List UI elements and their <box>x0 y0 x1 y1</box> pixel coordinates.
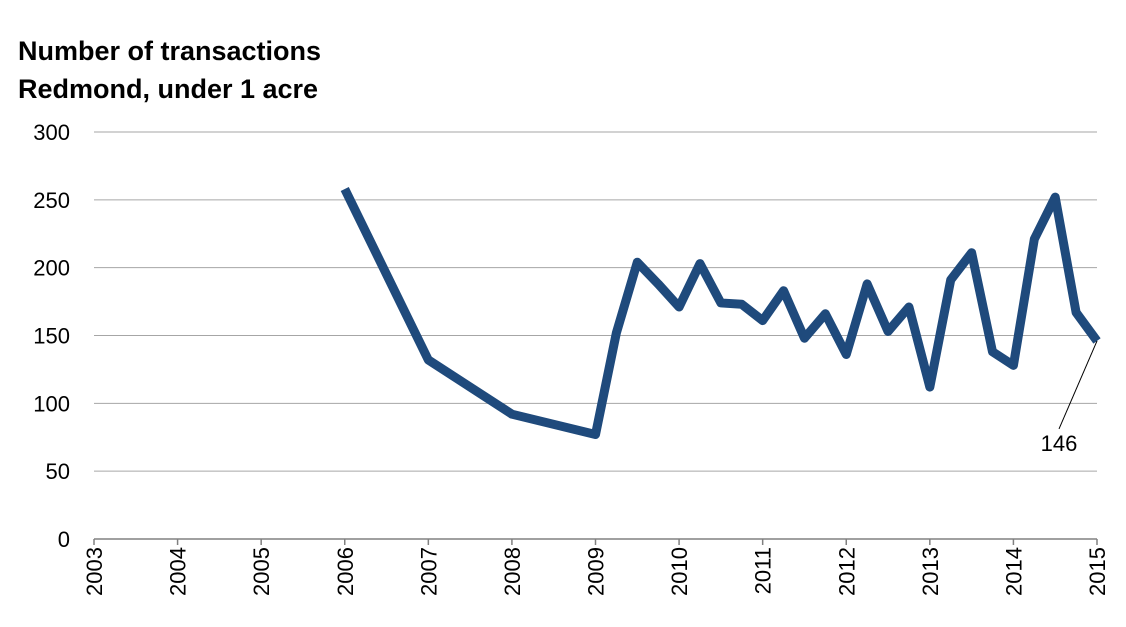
x-tick-label: 2008 <box>500 547 525 596</box>
chart-subtitle: Redmond, under 1 acre <box>18 74 318 104</box>
x-tick-label: 2004 <box>166 547 191 596</box>
y-tick-label: 250 <box>33 188 70 213</box>
line-series <box>340 187 1101 440</box>
x-tick-label: 2003 <box>82 547 107 596</box>
x-tick-label: 2011 <box>751 547 776 594</box>
x-tick-label: 2005 <box>249 547 274 596</box>
y-tick-label: 50 <box>46 459 70 484</box>
x-tick-label: 2012 <box>834 547 859 596</box>
annotation-leader <box>1058 340 1098 430</box>
x-tick-label: 2006 <box>333 547 358 596</box>
x-tick-label: 2013 <box>918 547 943 596</box>
y-tick-label: 200 <box>33 256 70 281</box>
x-tick-label: 2007 <box>416 547 441 596</box>
y-tick-label: 150 <box>33 324 70 349</box>
x-tick-label: 2015 <box>1085 547 1110 596</box>
y-tick-label: 0 <box>58 527 70 552</box>
x-tick-label: 2010 <box>667 547 692 596</box>
annotation: 146 <box>1041 431 1078 456</box>
chart-title: Number of transactions <box>18 36 321 66</box>
x-tick-label: 2014 <box>1001 547 1026 596</box>
x-tick-label: 2009 <box>584 547 609 596</box>
y-tick-label: 100 <box>33 391 70 416</box>
y-tick-label: 300 <box>33 120 70 145</box>
